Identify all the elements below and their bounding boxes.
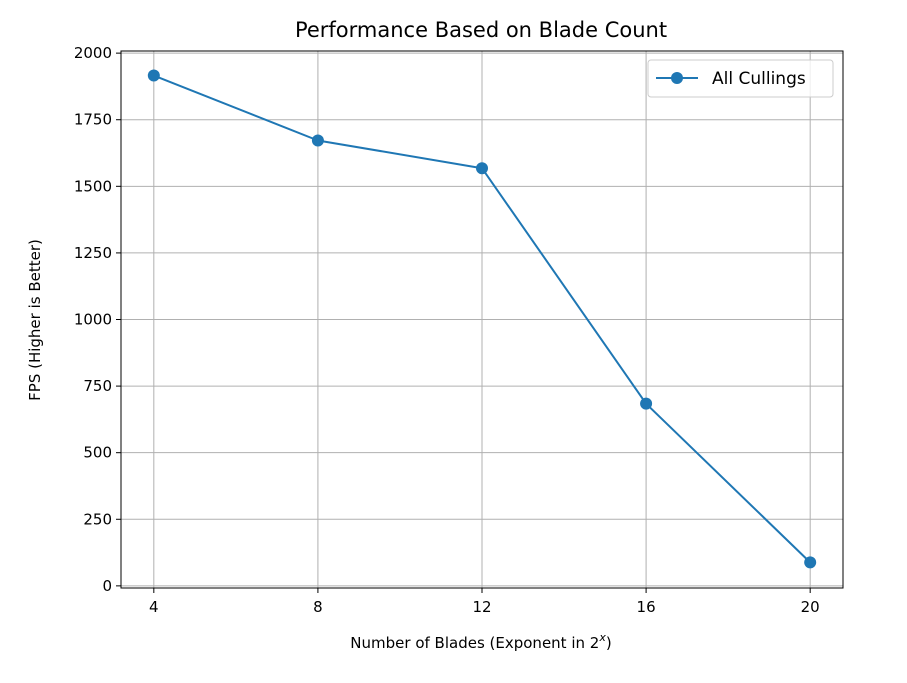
y-tick-label-1750: 1750	[74, 111, 112, 129]
x-tick-label-20: 20	[801, 598, 820, 616]
y-tick-label-1000: 1000	[74, 311, 112, 329]
series-layer	[147, 69, 817, 569]
y-tick-label-2000: 2000	[74, 44, 112, 62]
y-axis-label: FPS (Higher is Better)	[26, 239, 44, 401]
legend: All Cullings	[647, 59, 834, 98]
x-axis-label-superscript: x	[598, 631, 606, 644]
y-tick-label-1250: 1250	[74, 244, 112, 262]
data-point-x16	[640, 397, 653, 410]
legend-label-all-cullings: All Cullings	[712, 69, 806, 89]
chart-title: Performance Based on Blade Count	[295, 18, 667, 42]
y-axis-ticks: 0 250 500 750 1000 1250 1500 1750 2000	[74, 44, 121, 595]
y-tick-label-750: 750	[83, 377, 112, 395]
x-axis-label: Number of Blades (Exponent in 2x)	[350, 631, 611, 652]
grid-lines	[121, 51, 843, 588]
data-point-x8	[311, 134, 324, 147]
plot-area-frame	[120, 50, 844, 589]
y-tick-label-1500: 1500	[74, 177, 112, 195]
x-tick-label-16: 16	[637, 598, 656, 616]
y-tick-label-250: 250	[83, 510, 112, 528]
legend-marker-swatch	[671, 72, 683, 84]
legend-box	[647, 59, 834, 98]
y-tick-label-0: 0	[102, 577, 112, 595]
y-tick-label-500: 500	[83, 444, 112, 462]
x-tick-label-8: 8	[313, 598, 323, 616]
data-point-x20	[804, 556, 817, 569]
data-point-x12	[476, 162, 488, 175]
x-axis-ticks: 4 8 12 16 20	[149, 588, 820, 616]
x-tick-label-12: 12	[472, 598, 491, 616]
x-axis-label-close: )	[606, 634, 612, 652]
data-point-x4	[147, 69, 160, 82]
x-tick-label-4: 4	[149, 598, 159, 616]
x-axis-label-main: Number of Blades (Exponent in 2	[350, 634, 599, 652]
